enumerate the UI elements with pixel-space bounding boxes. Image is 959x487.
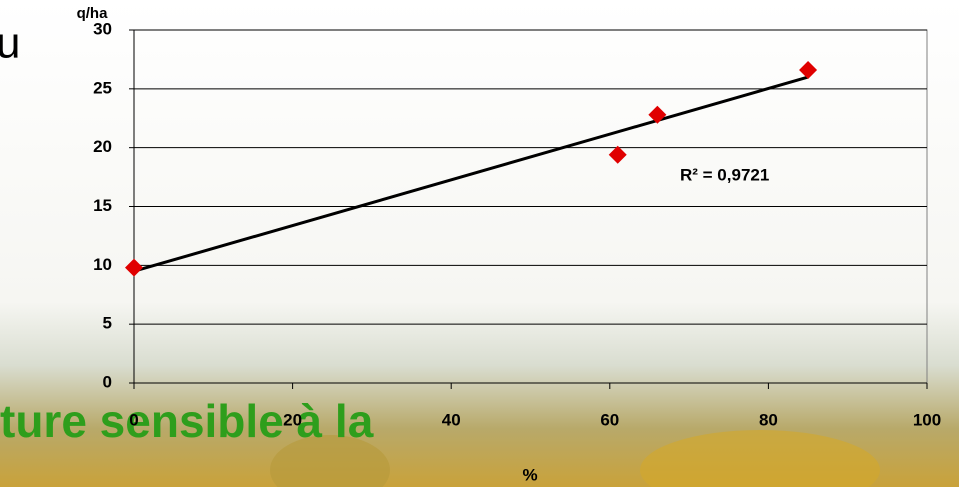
y-tick-label: 25 [93, 78, 112, 97]
data-point [608, 145, 627, 164]
caption-fragment: ture sensible à la [0, 395, 374, 447]
y-tick-label: 20 [93, 137, 112, 156]
data-point [125, 258, 143, 277]
x-tick-label: 20 [283, 410, 302, 429]
y-tick-label: 0 [103, 372, 112, 391]
data-point [799, 61, 818, 80]
annotation: R² = 0,9721 [680, 165, 769, 184]
y-axis-label: q/ha [77, 5, 108, 22]
y-tick-label: 30 [93, 19, 112, 38]
trendline [133, 75, 809, 273]
data-point [648, 105, 667, 124]
photo-flower [640, 430, 880, 487]
photo-flower [270, 435, 390, 487]
y-tick-label: 5 [103, 314, 112, 333]
y-tick-label: 10 [93, 255, 112, 274]
x-axis-label: % [522, 465, 537, 484]
x-tick-label: 40 [442, 410, 461, 429]
x-tick-label: 80 [759, 410, 778, 429]
x-tick-label: 0 [129, 410, 138, 429]
heading-fragment: u [0, 19, 20, 68]
y-tick-label: 15 [93, 196, 112, 215]
x-tick-label: 60 [600, 410, 619, 429]
x-tick-label: 100 [913, 410, 941, 429]
